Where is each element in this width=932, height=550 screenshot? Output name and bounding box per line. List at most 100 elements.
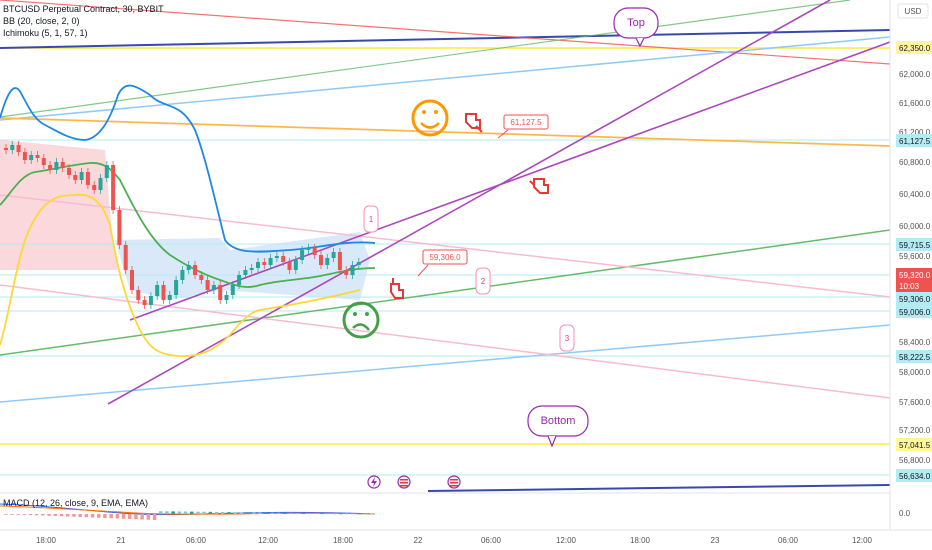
macd-bar: [53, 514, 58, 516]
svg-text:61,127.5: 61,127.5: [510, 118, 542, 127]
candle-body: [35, 155, 40, 158]
hand-pointer-icon[interactable]: [529, 178, 549, 194]
time-axis-label: 12:00: [556, 536, 577, 545]
macd-bar: [171, 511, 175, 514]
time-axis-label: 12:00: [258, 536, 279, 545]
candle-body: [237, 275, 242, 285]
candlestick-series[interactable]: [4, 141, 361, 309]
trendline-blue-bottom[interactable]: [0, 324, 891, 403]
symbol-title[interactable]: BTCUSD Perpetual Contract, 30, BYBIT: [3, 4, 164, 14]
price-callout-61127[interactable]: 61,127.5: [497, 114, 549, 139]
marker-1[interactable]: 1: [363, 205, 379, 233]
us-flag-event-icon[interactable]: [447, 475, 461, 489]
hand-pointer-icon[interactable]: [465, 113, 483, 133]
macd-bar: [183, 511, 188, 514]
macd-bar: [177, 511, 182, 514]
candle-body: [123, 245, 128, 270]
macd-bar: [90, 514, 95, 518]
macd-bar: [283, 512, 287, 514]
svg-text:57,041.5: 57,041.5: [899, 441, 931, 450]
candle-body: [249, 268, 254, 270]
macd-bar: [314, 513, 318, 514]
macd-bar: [326, 513, 330, 515]
svg-text:62,350.0: 62,350.0: [899, 44, 931, 53]
trendline-blue-top[interactable]: [0, 36, 891, 121]
candle-body: [54, 162, 59, 170]
macd-bar: [103, 514, 107, 518]
callout-top[interactable]: Top: [613, 7, 659, 48]
price-tag-current: 59,320.0 10:03: [896, 268, 932, 292]
time-axis-label: 18:00: [333, 536, 354, 545]
time-axis-label: 06:00: [481, 536, 502, 545]
candle-body: [218, 285, 223, 300]
trendline-green-bottom[interactable]: [0, 229, 891, 356]
candle-body: [319, 255, 323, 265]
candle-body: [130, 270, 134, 290]
trendline-orange[interactable]: [0, 117, 891, 147]
happy-face-icon[interactable]: [411, 99, 449, 137]
macd-bar: [245, 512, 250, 514]
macd-bar: [134, 514, 138, 520]
trendline-pink-1[interactable]: [0, 194, 891, 298]
trendline-navy[interactable]: [0, 29, 891, 49]
confused-face-icon[interactable]: [342, 301, 380, 339]
trendline-navy-bottom[interactable]: [427, 484, 891, 492]
chart-legend[interactable]: BTCUSD Perpetual Contract, 30, BYBIT BB …: [3, 3, 164, 39]
time-axis[interactable]: 18:00 21 06:00 12:00 18:00 22 06:00 12:00 18:00 2…: [36, 536, 873, 545]
candle-body: [111, 165, 116, 210]
us-flag-event-icon[interactable]: [397, 475, 411, 489]
price-tag-58222: 58,222.5: [896, 350, 932, 363]
candle-body: [211, 285, 216, 290]
lightning-event-icon[interactable]: [367, 475, 381, 489]
candle-body: [4, 148, 8, 150]
macd-bar: [190, 511, 194, 514]
bollinger-lower[interactable]: [0, 193, 361, 357]
macd-bar: [41, 514, 45, 516]
trendline-pink-2[interactable]: [0, 284, 891, 399]
price-axis-label: 58,000.0: [899, 368, 931, 377]
candle-body: [10, 145, 15, 150]
candle-body: [174, 280, 179, 295]
macd-bar: [22, 514, 27, 515]
trendline-purple-lower[interactable]: [129, 41, 891, 321]
macd-bar: [270, 512, 275, 514]
indicator-macd[interactable]: MACD (12, 26, close, 9, EMA, EMA): [3, 498, 149, 508]
indicator-bb[interactable]: BB (20, close, 2, 0): [3, 16, 80, 26]
marker-2[interactable]: 2: [475, 267, 491, 295]
bollinger-upper[interactable]: [0, 84, 376, 253]
candle-body: [256, 262, 260, 268]
time-axis-label: 06:00: [778, 536, 799, 545]
macd-bar: [59, 514, 64, 517]
candle-body: [262, 262, 267, 265]
candle-body: [344, 270, 349, 275]
price-axis-label: 57,600.0: [899, 398, 931, 407]
trendline-red[interactable]: [0, 0, 891, 65]
candle-body: [167, 295, 172, 300]
hand-pointer-icon[interactable]: [390, 278, 404, 299]
svg-text:10:03: 10:03: [899, 282, 920, 291]
candle-body: [136, 290, 141, 300]
macd-bar: [10, 514, 14, 515]
svg-text:56,634.0: 56,634.0: [899, 472, 931, 481]
callout-bottom[interactable]: Bottom: [527, 405, 589, 448]
macd-bar: [252, 512, 256, 514]
time-axis-label: 18:00: [630, 536, 651, 545]
currency-button[interactable]: [897, 3, 929, 19]
macd-bar: [35, 514, 39, 516]
macd-bar: [214, 511, 219, 514]
macd-bar: [146, 514, 151, 520]
marker-3[interactable]: 3: [559, 324, 575, 352]
macd-bar: [84, 514, 89, 518]
candle-body: [104, 165, 109, 178]
svg-text:Bottom: Bottom: [541, 415, 576, 427]
price-axis[interactable]: USD: [897, 3, 929, 19]
macd-bar: [140, 514, 144, 520]
indicator-ichimoku[interactable]: Ichimoku (5, 1, 57, 1): [3, 28, 88, 38]
macd-bar: [128, 514, 132, 519]
candle-body: [85, 172, 90, 185]
trendline-green-top[interactable]: [0, 0, 851, 118]
price-callout-59306[interactable]: 59,306.0: [417, 249, 468, 277]
svg-text:61,127.5: 61,127.5: [899, 137, 931, 146]
candle-body: [356, 262, 361, 265]
